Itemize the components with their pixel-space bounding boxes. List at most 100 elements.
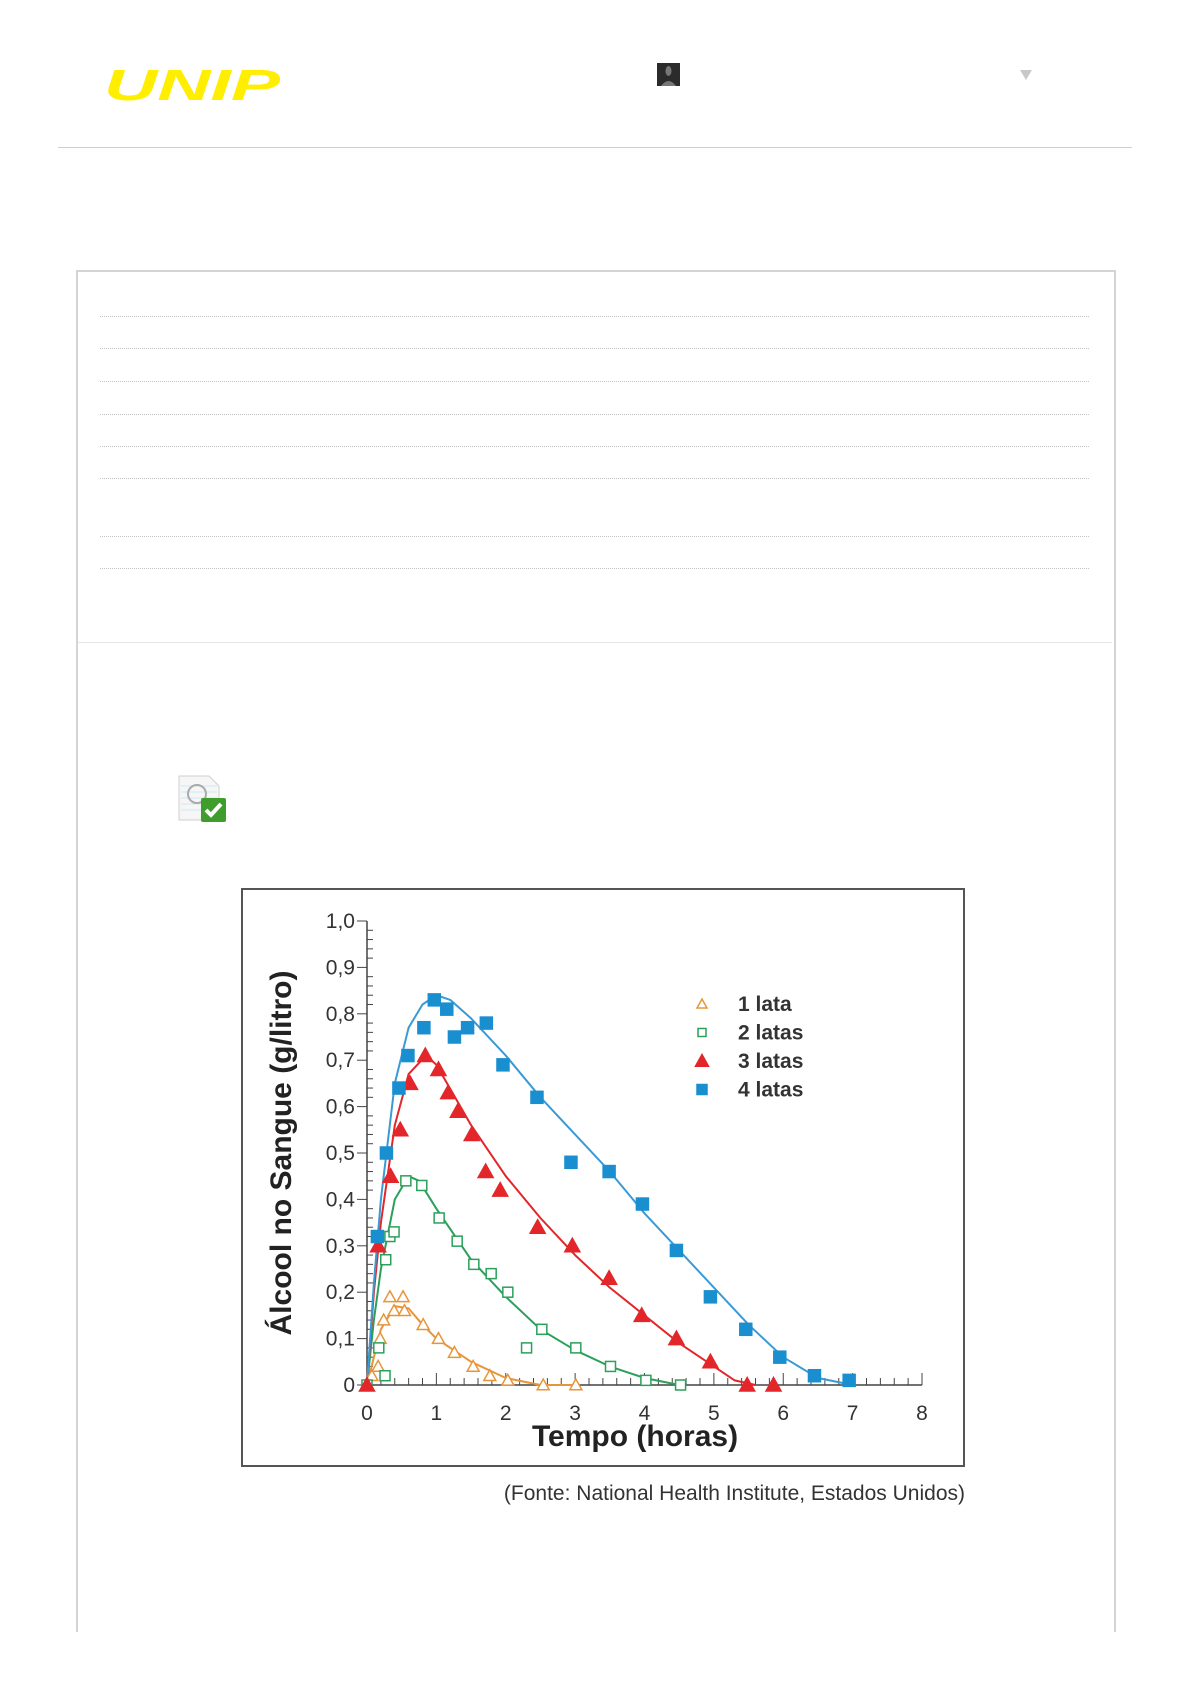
data-point xyxy=(764,1375,783,1392)
data-point xyxy=(738,1375,756,1392)
x-axis-label: Tempo (horas) xyxy=(532,1420,738,1453)
data-point xyxy=(447,1030,462,1044)
legend-label: 1 lata xyxy=(738,993,792,1016)
data-point xyxy=(485,1267,497,1280)
data-point xyxy=(570,1342,582,1354)
data-point xyxy=(602,1164,616,1179)
data-point xyxy=(370,1229,385,1244)
y-tick-label: 1,0 xyxy=(326,910,355,933)
task-completed-check-icon xyxy=(178,775,226,822)
data-point xyxy=(502,1286,514,1298)
user-avatar-icon[interactable] xyxy=(657,63,680,86)
divider xyxy=(100,446,1089,447)
data-point xyxy=(439,1083,457,1100)
data-point xyxy=(535,1377,551,1391)
fit-curve-4 xyxy=(366,994,853,1386)
y-tick-label: 0,9 xyxy=(326,956,355,979)
data-point xyxy=(807,1368,822,1383)
data-point xyxy=(667,1329,686,1346)
data-point xyxy=(447,1344,462,1359)
data-point xyxy=(440,1002,454,1016)
data-point xyxy=(669,1243,684,1258)
data-point xyxy=(379,1253,392,1266)
data-point xyxy=(431,1331,446,1345)
header-divider xyxy=(58,147,1132,148)
data-point xyxy=(451,1235,463,1247)
data-point xyxy=(449,1102,467,1118)
data-point xyxy=(400,1175,412,1187)
x-tick-label: 1 xyxy=(431,1402,443,1425)
x-tick-label: 6 xyxy=(777,1402,789,1425)
y-tick-label: 0,7 xyxy=(326,1049,355,1072)
data-point xyxy=(358,1375,376,1392)
data-point xyxy=(674,1379,687,1391)
data-point xyxy=(520,1342,533,1354)
data-point xyxy=(476,1162,495,1179)
data-point xyxy=(391,1120,410,1137)
y-tick-label: 0,1 xyxy=(326,1328,355,1351)
data-point xyxy=(496,1058,510,1072)
data-point xyxy=(530,1090,544,1105)
divider xyxy=(100,348,1089,349)
data-point xyxy=(739,1322,753,1337)
data-point xyxy=(381,1167,400,1183)
legend-marker xyxy=(696,1083,708,1096)
data-point xyxy=(416,1179,428,1192)
data-point xyxy=(773,1350,787,1364)
data-point xyxy=(500,1372,516,1386)
data-point xyxy=(564,1155,578,1170)
legend-marker xyxy=(694,1052,710,1067)
legend-marker xyxy=(695,997,709,1009)
data-point xyxy=(386,1303,402,1317)
y-tick-label: 0,3 xyxy=(326,1235,355,1258)
y-tick-label: 0,5 xyxy=(326,1142,355,1165)
chevron-down-icon[interactable] xyxy=(1020,70,1032,80)
data-point xyxy=(373,1342,385,1354)
data-point xyxy=(417,1020,431,1035)
legend-label: 2 latas xyxy=(738,1022,803,1045)
question-header-section xyxy=(78,272,1112,643)
data-point xyxy=(563,1236,582,1253)
x-tick-label: 7 xyxy=(847,1402,859,1425)
unip-logo[interactable]: UNIP xyxy=(102,64,282,104)
data-point xyxy=(632,1306,651,1323)
x-tick-label: 4 xyxy=(639,1402,651,1425)
question-card xyxy=(76,270,1116,1632)
y-tick-label: 0 xyxy=(343,1374,355,1397)
data-point xyxy=(429,1060,448,1077)
data-point xyxy=(427,993,442,1007)
x-tick-label: 0 xyxy=(361,1402,373,1425)
data-point xyxy=(528,1218,547,1234)
y-axis-label: Álcool no Sangue (g/litro) xyxy=(264,971,298,1336)
chart-source-caption: (Fonte: National Health Institute, Estad… xyxy=(503,1482,965,1505)
divider xyxy=(100,478,1089,479)
svg-text:UNIP: UNIP xyxy=(104,64,281,104)
data-point xyxy=(416,1046,435,1063)
divider xyxy=(100,414,1089,415)
y-tick-label: 0,4 xyxy=(326,1188,356,1211)
x-tick-label: 3 xyxy=(569,1402,581,1425)
y-tick-label: 0,6 xyxy=(326,1096,355,1119)
x-tick-label: 8 xyxy=(916,1402,928,1425)
data-point xyxy=(401,1074,419,1091)
data-point xyxy=(395,1289,411,1303)
data-point xyxy=(703,1290,718,1304)
blood-alcohol-chart: 0 1 2 3 4 5 6 7 8 0 0,1 0,2 0,3 0,4 0,5 0,6 0,7 0,8 0,9 1,0… xyxy=(241,888,965,1467)
data-point xyxy=(379,1146,394,1160)
divider xyxy=(100,568,1089,569)
data-point xyxy=(701,1352,720,1369)
divider xyxy=(100,536,1089,537)
x-tick-label: 5 xyxy=(708,1402,720,1425)
data-point xyxy=(388,1226,400,1238)
data-point xyxy=(433,1212,445,1224)
data-point xyxy=(462,1125,481,1142)
data-point xyxy=(536,1323,548,1336)
data-point xyxy=(479,1016,494,1030)
legend-label: 3 latas xyxy=(738,1050,803,1073)
data-point xyxy=(392,1081,406,1095)
data-point xyxy=(376,1312,391,1326)
data-point xyxy=(460,1020,475,1035)
data-point xyxy=(382,1289,398,1303)
divider xyxy=(100,316,1089,317)
data-point xyxy=(397,1303,412,1317)
